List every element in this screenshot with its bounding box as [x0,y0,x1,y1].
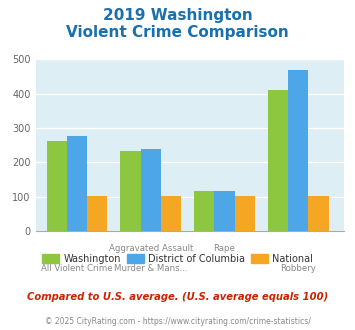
Text: Murder & Mans...: Murder & Mans... [114,264,187,273]
Text: Robbery: Robbery [280,264,316,273]
Bar [67,136,87,231]
Text: Aggravated Assault: Aggravated Assault [109,244,193,253]
Text: Violent Crime Comparison: Violent Crime Comparison [66,25,289,40]
Bar [141,149,161,231]
Text: 2019 Washington: 2019 Washington [103,8,252,23]
Bar [161,196,181,231]
Bar [214,190,235,231]
Bar [194,190,214,231]
Text: All Violent Crime: All Violent Crime [41,264,113,273]
Bar [308,196,329,231]
Legend: Washington, District of Columbia, National: Washington, District of Columbia, Nation… [38,249,317,267]
Bar [47,141,67,231]
Bar [120,151,141,231]
Bar [235,196,255,231]
Bar [268,90,288,231]
Text: Compared to U.S. average. (U.S. average equals 100): Compared to U.S. average. (U.S. average … [27,292,328,302]
Text: Rape: Rape [214,244,235,253]
Text: © 2025 CityRating.com - https://www.cityrating.com/crime-statistics/: © 2025 CityRating.com - https://www.city… [45,317,310,326]
Bar [288,70,308,231]
Bar [87,196,108,231]
